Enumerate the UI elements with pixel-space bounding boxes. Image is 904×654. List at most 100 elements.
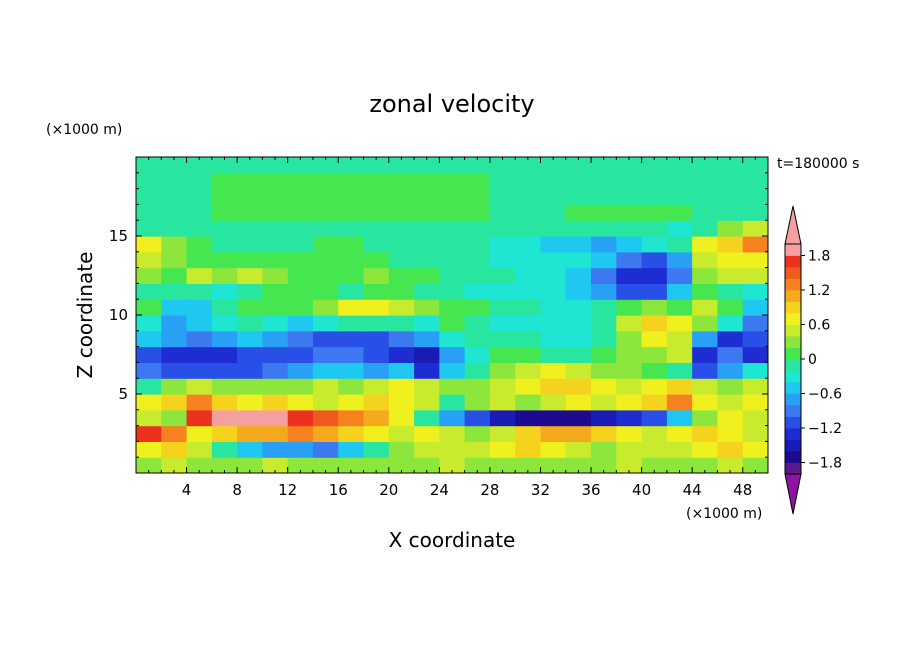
heatmap-cell <box>439 441 466 458</box>
heatmap-cell <box>388 378 415 395</box>
heatmap-cell <box>464 457 491 473</box>
heatmap-cell <box>312 188 339 205</box>
heatmap-cell <box>616 188 643 205</box>
colorbar-swatch <box>785 416 801 429</box>
heatmap-cell <box>439 346 466 363</box>
heatmap-cell <box>186 299 213 316</box>
heatmap-cell <box>641 330 668 348</box>
heatmap-cell <box>742 346 768 363</box>
heatmap-cell <box>717 315 744 332</box>
heatmap-cell <box>641 251 668 269</box>
heatmap-cell <box>742 267 768 284</box>
heatmap-cell <box>136 251 162 269</box>
heatmap-cell <box>237 346 263 363</box>
heatmap-cell <box>742 283 768 300</box>
heatmap-cell <box>136 378 162 395</box>
heatmap-cell <box>388 204 415 221</box>
colorbar-swatch <box>785 267 801 279</box>
heatmap-cell <box>666 236 693 253</box>
heatmap-cell <box>338 299 365 316</box>
colorbar: 1.8 1.2 0.6 0 −0.6 −1.2 −1.8 <box>784 205 842 515</box>
heatmap-cell <box>186 425 213 442</box>
heatmap-cell <box>565 251 592 269</box>
heatmap-cell <box>692 299 719 316</box>
heatmap-cell <box>262 251 289 269</box>
heatmap-cell <box>338 172 365 190</box>
heatmap-cell <box>666 299 693 316</box>
heatmap-cell <box>211 157 238 174</box>
heatmap-cell <box>211 441 238 458</box>
heatmap-cell <box>186 157 213 174</box>
heatmap-cell <box>414 172 440 190</box>
heatmap-cell <box>186 330 213 348</box>
heatmap-cell <box>515 409 542 427</box>
heatmap-cell <box>616 299 643 316</box>
heatmap-cell <box>742 425 768 442</box>
heatmap-cell <box>237 236 263 253</box>
heatmap-cell <box>616 441 643 458</box>
heatmap-cell <box>287 394 314 411</box>
heatmap-cell <box>717 441 744 458</box>
heatmap-cell <box>312 236 339 253</box>
heatmap-cell <box>565 394 592 411</box>
heatmap-cell <box>211 267 238 284</box>
heatmap-cell <box>515 346 542 363</box>
heatmap-cell <box>338 188 365 205</box>
heatmap-cell <box>211 362 238 379</box>
heatmap-cell <box>388 394 415 411</box>
heatmap-cell <box>616 346 643 363</box>
heatmap-cell <box>540 236 567 253</box>
heatmap-cell <box>388 283 415 300</box>
heatmap-cell <box>565 457 592 473</box>
heatmap-cell <box>161 157 188 174</box>
heatmap-cell <box>591 267 617 284</box>
x-tick-label: 16 <box>329 481 348 499</box>
y-tick-label: 15 <box>109 227 128 245</box>
heatmap-cell <box>439 157 466 174</box>
heatmap-cell <box>211 330 238 348</box>
heatmap-cell <box>591 220 617 237</box>
heatmap-cell <box>540 362 567 379</box>
x-tick-label: 36 <box>581 481 600 499</box>
heatmap-cell <box>591 425 617 442</box>
heatmap-cell <box>161 251 188 269</box>
heatmap-cell <box>363 394 390 411</box>
heatmap-cell <box>515 220 542 237</box>
y-tick-label: 5 <box>118 385 128 403</box>
heatmap-cell <box>565 378 592 395</box>
heatmap-cell <box>565 299 592 316</box>
heatmap-cell <box>388 236 415 253</box>
heatmap-cell <box>338 267 365 284</box>
heatmap-cell <box>464 220 491 237</box>
heatmap-cell <box>211 315 238 332</box>
heatmap-cell <box>439 457 466 473</box>
heatmap-cell <box>666 394 693 411</box>
heatmap-cell <box>692 457 719 473</box>
heatmap-cell <box>363 172 390 190</box>
heatmap-cell <box>515 267 542 284</box>
heatmap-cell <box>540 315 567 332</box>
heatmap-cell <box>717 425 744 442</box>
heatmap-cell <box>717 394 744 411</box>
heatmap-cell <box>641 362 668 379</box>
heatmap-cell <box>489 251 516 269</box>
heatmap-cell <box>692 204 719 221</box>
heatmap-cell <box>692 172 719 190</box>
heatmap-cell <box>338 315 365 332</box>
heatmap-cell <box>591 346 617 363</box>
heatmap-cell <box>565 157 592 174</box>
heatmap-cell <box>464 283 491 300</box>
heatmap-cell <box>616 362 643 379</box>
heatmap-cell <box>136 236 162 253</box>
heatmap-cell <box>717 236 744 253</box>
heatmap-cell <box>591 188 617 205</box>
heatmap-cell <box>742 394 768 411</box>
heatmap-cell <box>717 157 744 174</box>
heatmap-cell <box>312 220 339 237</box>
heatmap-cell <box>565 330 592 348</box>
colorbar-swatch <box>785 428 801 440</box>
heatmap-cell <box>186 220 213 237</box>
heatmap-cell <box>641 378 668 395</box>
heatmap-cell <box>338 425 365 442</box>
heatmap-cell <box>161 172 188 190</box>
